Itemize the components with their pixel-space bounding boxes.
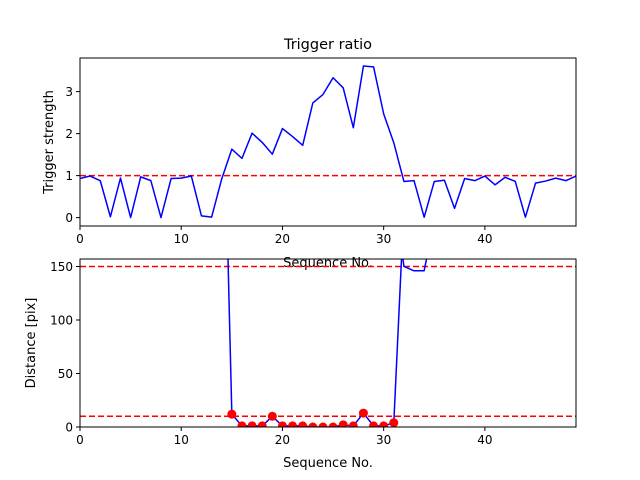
bottom-data-point <box>338 420 348 427</box>
top-xtick-label: 10 <box>174 232 189 246</box>
bottom-xtick-label: 30 <box>376 433 391 447</box>
bottom-data-point <box>227 409 237 419</box>
bottom-ytick-label: 0 <box>65 421 73 435</box>
bottom-ytick-label: 150 <box>50 260 73 274</box>
bottom-data-point <box>277 421 287 427</box>
top-xlabel: Sequence No. <box>283 256 373 271</box>
trigger-strength-ylabel: Trigger strength <box>42 90 57 195</box>
top-plot-frame <box>79 57 577 227</box>
top-series-line <box>80 65 576 219</box>
distance-ylabel: Distance [pix] <box>24 298 39 389</box>
bottom-xtick-label: 40 <box>477 433 492 447</box>
top-xtick-label: 0 <box>76 232 84 246</box>
bottom-xtick-label: 0 <box>76 433 84 447</box>
trigger-ratio-title: Trigger ratio <box>283 37 372 53</box>
bottom-data-point <box>288 421 298 427</box>
bottom-data-point <box>247 421 257 427</box>
bottom-xtick-label: 10 <box>174 433 189 447</box>
bottom-data-point <box>298 421 308 427</box>
bottom-xlabel: Sequence No. <box>283 456 373 471</box>
bottom-data-point <box>328 422 338 427</box>
bottom-ytick-label: 50 <box>58 367 73 381</box>
bottom-data-point <box>369 421 379 427</box>
top-xtick-label: 30 <box>376 232 391 246</box>
top-xtick-label: 40 <box>477 232 492 246</box>
top-xtick-label: 20 <box>275 232 290 246</box>
bottom-data-point <box>318 422 328 427</box>
top-ytick-label: 2 <box>65 127 73 141</box>
trigger-ratio-subplot: Trigger ratio Trigger strength Sequence … <box>42 37 577 271</box>
bottom-data-point <box>348 421 358 427</box>
bottom-data-point <box>267 411 277 421</box>
top-ytick-label: 3 <box>65 85 73 99</box>
top-ytick-label: 0 <box>65 211 73 225</box>
distance-subplot: Distance [pix] Sequence No. 0 10 20 30 40 0 5… <box>24 258 577 471</box>
bottom-plot-frame <box>79 258 577 428</box>
bottom-data-point <box>389 418 399 427</box>
top-ytick-label: 1 <box>65 169 73 183</box>
bottom-data-point <box>308 422 318 427</box>
bottom-ytick-label: 100 <box>50 313 73 327</box>
bottom-data-point <box>257 421 267 427</box>
bottom-data-point <box>358 408 368 418</box>
bottom-data-point <box>379 421 389 427</box>
bottom-xtick-label: 20 <box>275 433 290 447</box>
bottom-data-point <box>237 421 247 427</box>
